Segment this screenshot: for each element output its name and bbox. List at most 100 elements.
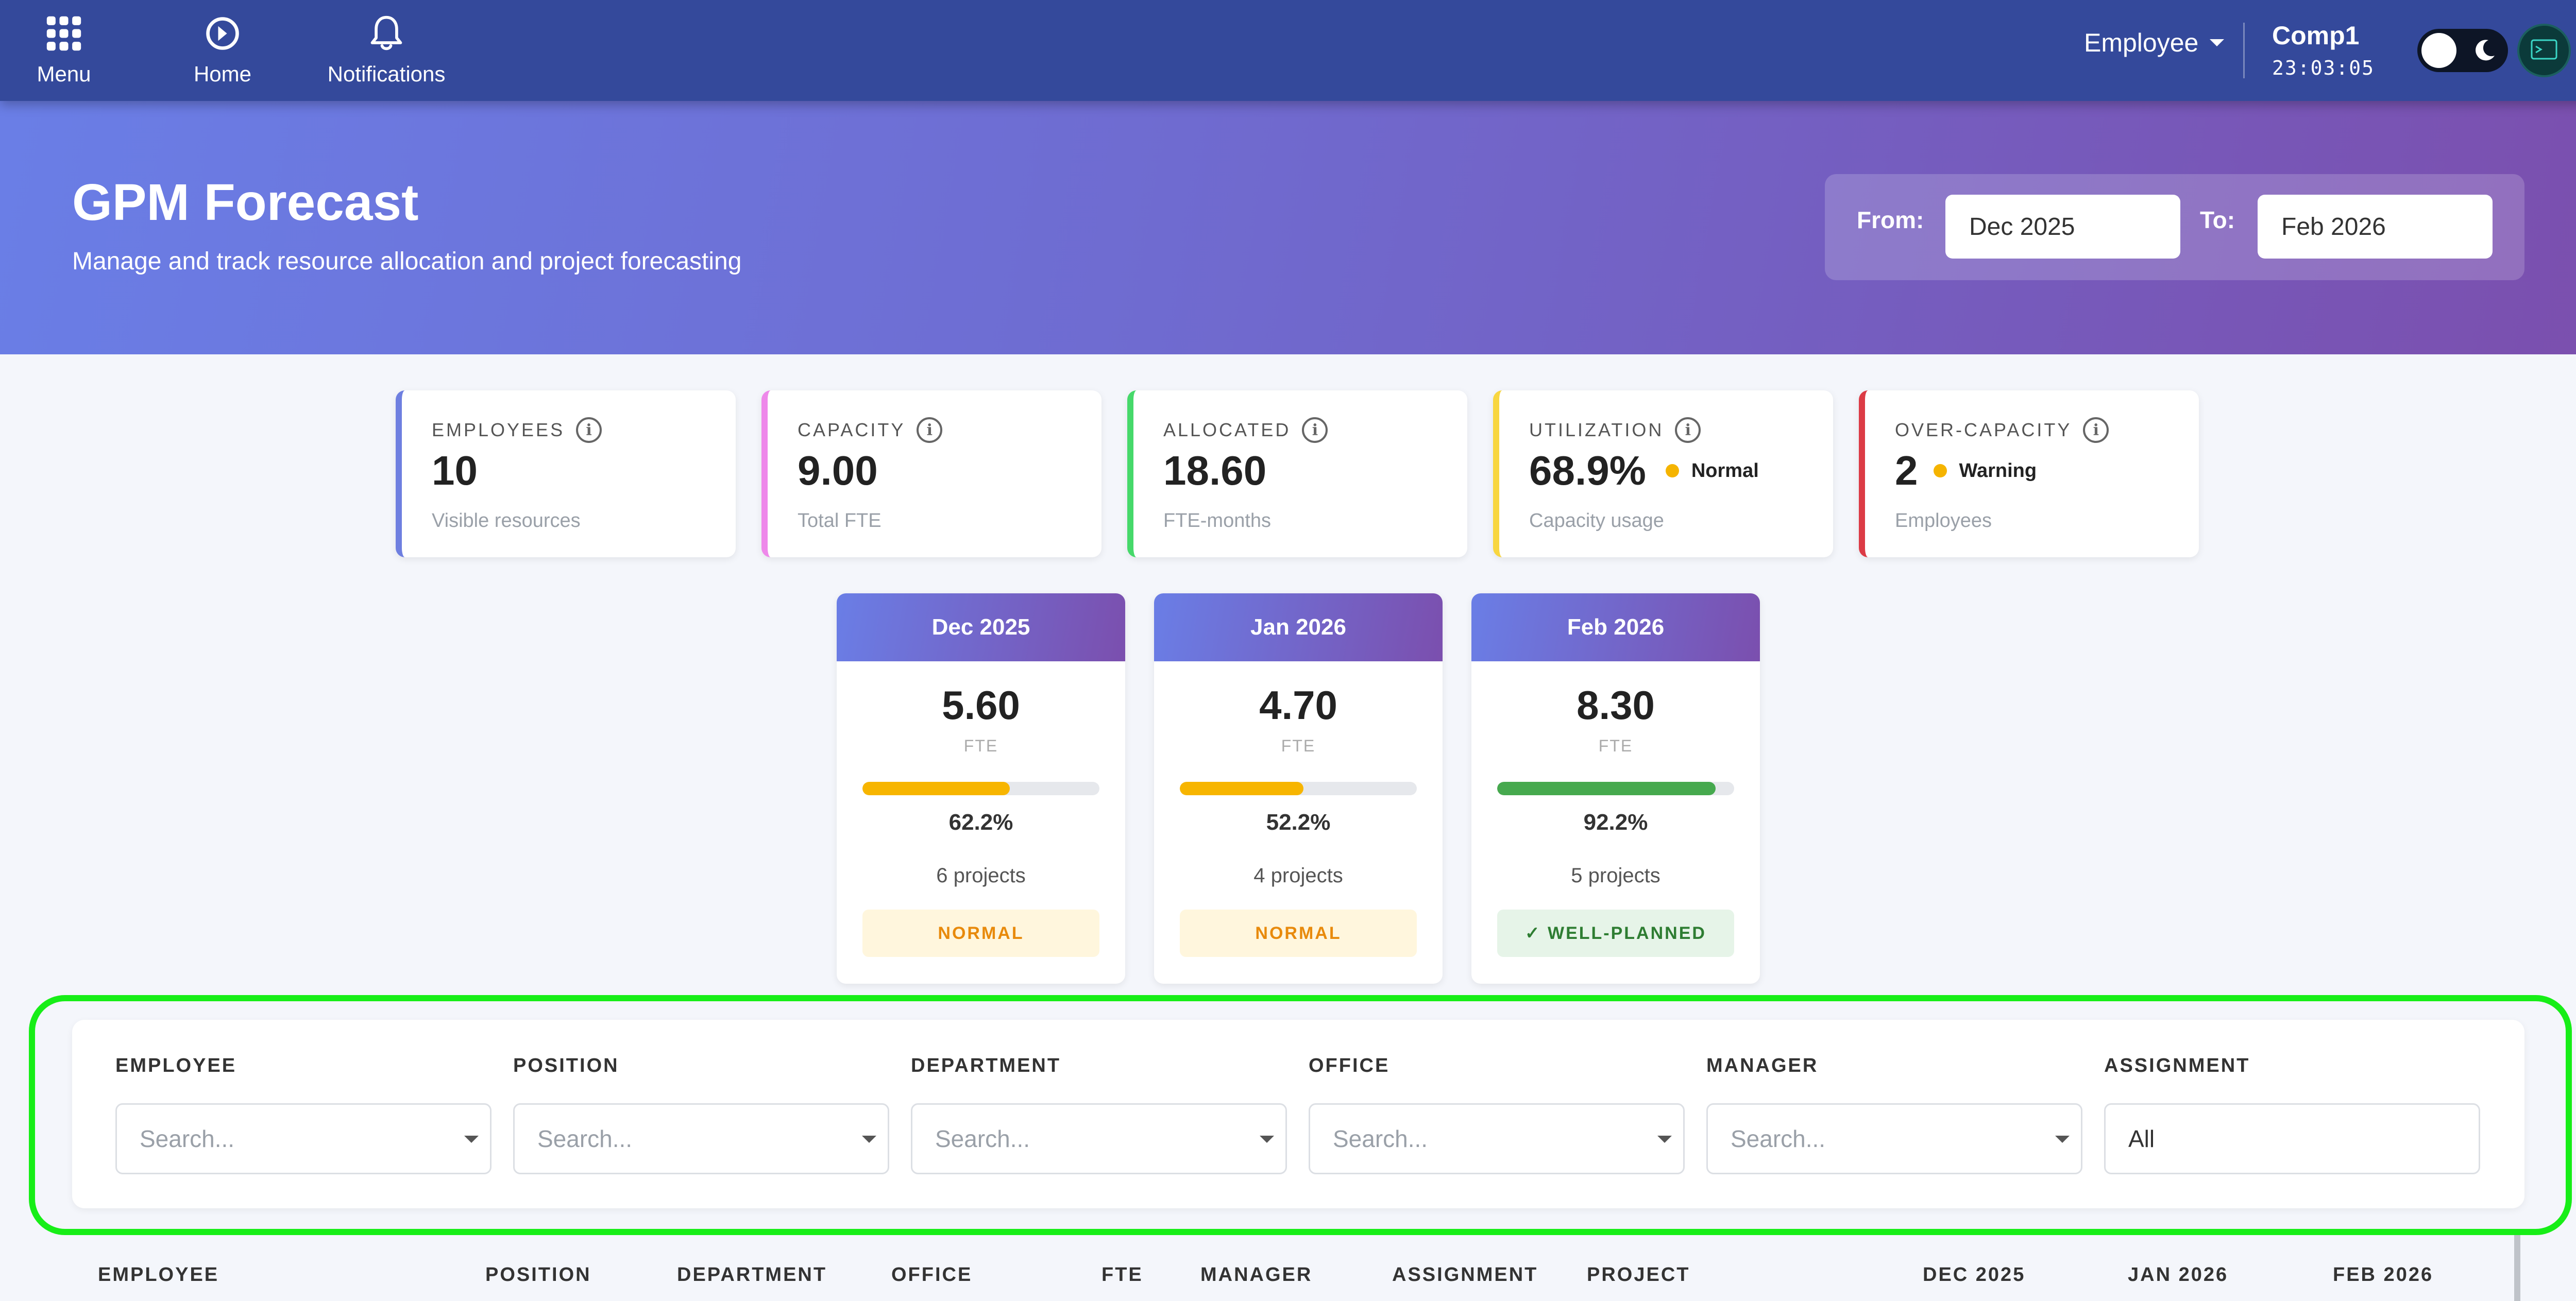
home-button[interactable]: Home — [187, 14, 259, 87]
filter-label-assignment: ASSIGNMENT — [2104, 1055, 2250, 1076]
page-title: GPM Forecast — [72, 174, 419, 231]
kpi-label: ALLOCATED — [1163, 419, 1291, 440]
kpi-sub: Capacity usage — [1529, 510, 1664, 532]
month-title: Dec 2025 — [837, 593, 1125, 661]
avatar[interactable] — [2517, 24, 2571, 77]
from-date-input[interactable]: Dec 2025 — [1945, 195, 2180, 259]
column-header[interactable]: DEC 2025 — [1923, 1264, 2026, 1286]
info-icon[interactable]: i — [2083, 417, 2109, 443]
home-refresh-icon — [206, 17, 239, 50]
month-title: Feb 2026 — [1471, 593, 1760, 661]
top-nav: Menu Home Notifications Employee Comp1 2… — [0, 0, 2576, 101]
utilization-bar-fill — [1180, 782, 1304, 795]
column-header[interactable]: OFFICE — [891, 1264, 973, 1286]
column-header[interactable]: FEB 2026 — [2333, 1264, 2434, 1286]
month-projects: 6 projects — [936, 864, 1026, 887]
utilization-bar — [1497, 782, 1734, 795]
kpi-value: 68.9% — [1529, 448, 1646, 493]
info-icon[interactable]: i — [576, 417, 602, 443]
month-unit: FTE — [963, 737, 998, 755]
status-badge: NORMAL — [1180, 910, 1417, 957]
bell-icon — [370, 15, 402, 50]
column-header[interactable]: EMPLOYEE — [98, 1264, 219, 1286]
chevron-down-icon — [1657, 1136, 1672, 1143]
column-header[interactable]: JAN 2026 — [2128, 1264, 2229, 1286]
page-header: GPM Forecast Manage and track resource a… — [0, 101, 2576, 354]
month-title: Jan 2026 — [1154, 593, 1443, 661]
column-header[interactable]: MANAGER — [1200, 1264, 1313, 1286]
utilization-bar — [862, 782, 1099, 795]
kpi-sub: Visible resources — [432, 510, 581, 532]
kpi-label: UTILIZATION — [1529, 419, 1664, 440]
status-dot-icon — [1933, 464, 1947, 477]
nav-divider — [2243, 23, 2245, 78]
month-unit: FTE — [1598, 737, 1633, 755]
utilization-bar-fill — [1497, 782, 1716, 795]
manager-filter-select[interactable]: Search... — [1706, 1103, 2082, 1174]
chevron-down-icon — [1260, 1136, 1274, 1143]
moon-icon — [2476, 40, 2495, 61]
column-header[interactable]: PROJECT — [1587, 1264, 1690, 1286]
to-label: To: — [2200, 207, 2235, 233]
user-avatar-icon — [2531, 39, 2557, 60]
month-utilization: 52.2% — [1266, 810, 1331, 835]
kpi-utilization: UTILIZATION i 68.9% Normal Capacity usage — [1493, 390, 1833, 557]
chevron-down-icon — [862, 1136, 876, 1143]
kpi-label: CAPACITY — [798, 419, 906, 440]
month-card-feb-2026[interactable]: Feb 2026 8.30 FTE 92.2% 5 projects ✓ WEL… — [1471, 593, 1760, 984]
filter-panel: EMPLOYEE Search... POSITION Search... DE… — [72, 1020, 2524, 1208]
from-label: From: — [1857, 207, 1924, 233]
status-badge: Normal — [1665, 460, 1759, 482]
to-date-input[interactable]: Feb 2026 — [2258, 195, 2493, 259]
grid-icon — [46, 16, 81, 51]
filter-label-office: OFFICE — [1309, 1055, 1390, 1076]
column-header[interactable]: ASSIGNMENT — [1392, 1264, 1538, 1286]
home-label: Home — [193, 62, 252, 86]
kpi-value: 2 — [1895, 448, 1918, 493]
position-filter-select[interactable]: Search... — [513, 1103, 889, 1174]
table-scrollbar[interactable] — [2514, 1235, 2520, 1301]
column-header[interactable]: DEPARTMENT — [677, 1264, 827, 1286]
toggle-knob — [2421, 33, 2456, 68]
notifications-label: Notifications — [327, 62, 446, 86]
chevron-down-icon — [464, 1136, 479, 1143]
kpi-value: 9.00 — [798, 448, 878, 493]
month-fte: 4.70 — [1259, 682, 1337, 728]
page-subtitle: Manage and track resource allocation and… — [72, 248, 742, 275]
month-unit: FTE — [1281, 737, 1316, 755]
column-header[interactable]: FTE — [1101, 1264, 1143, 1286]
date-range-picker: From: Dec 2025 To: Feb 2026 — [1825, 174, 2524, 280]
month-projects: 5 projects — [1571, 864, 1660, 887]
role-label: Employee — [2084, 28, 2199, 57]
status-dot-icon — [1665, 464, 1679, 477]
status-badge: Warning — [1933, 459, 2037, 482]
employee-filter-select[interactable]: Search... — [115, 1103, 492, 1174]
company-info: Comp1 23:03:05 — [2272, 21, 2375, 79]
info-icon[interactable]: i — [1675, 417, 1701, 443]
column-header[interactable]: POSITION — [485, 1264, 591, 1286]
office-filter-select[interactable]: Search... — [1309, 1103, 1685, 1174]
utilization-bar — [1180, 782, 1417, 795]
status-badge: ✓ WELL-PLANNED — [1497, 910, 1734, 957]
info-icon[interactable]: i — [1302, 417, 1328, 443]
utilization-bar-fill — [862, 782, 1010, 795]
role-dropdown[interactable]: Employee — [2084, 25, 2225, 61]
department-filter-select[interactable]: Search... — [911, 1103, 1287, 1174]
menu-button[interactable]: Menu — [28, 14, 100, 87]
assignment-filter-select[interactable]: All — [2104, 1103, 2480, 1174]
filter-highlight — [29, 995, 2572, 1235]
theme-toggle[interactable] — [2417, 29, 2508, 72]
month-card-dec-2025[interactable]: Dec 2025 5.60 FTE 62.2% 6 projects NORMA… — [837, 593, 1125, 984]
info-icon[interactable]: i — [917, 417, 943, 443]
month-card-jan-2026[interactable]: Jan 2026 4.70 FTE 52.2% 4 projects NORMA… — [1154, 593, 1443, 984]
filter-label-manager: MANAGER — [1706, 1055, 1819, 1076]
kpi-value: 18.60 — [1163, 448, 1267, 493]
notifications-button[interactable]: Notifications — [319, 14, 453, 87]
kpi-employees: EMPLOYEES i 10 Visible resources — [396, 390, 736, 557]
month-utilization: 62.2% — [948, 810, 1013, 835]
status-text: Warning — [1959, 459, 2037, 482]
kpi-sub: Employees — [1895, 510, 1992, 532]
filter-label-employee: EMPLOYEE — [115, 1055, 237, 1076]
company-name: Comp1 — [2272, 21, 2360, 50]
chevron-down-icon — [2055, 1136, 2070, 1143]
